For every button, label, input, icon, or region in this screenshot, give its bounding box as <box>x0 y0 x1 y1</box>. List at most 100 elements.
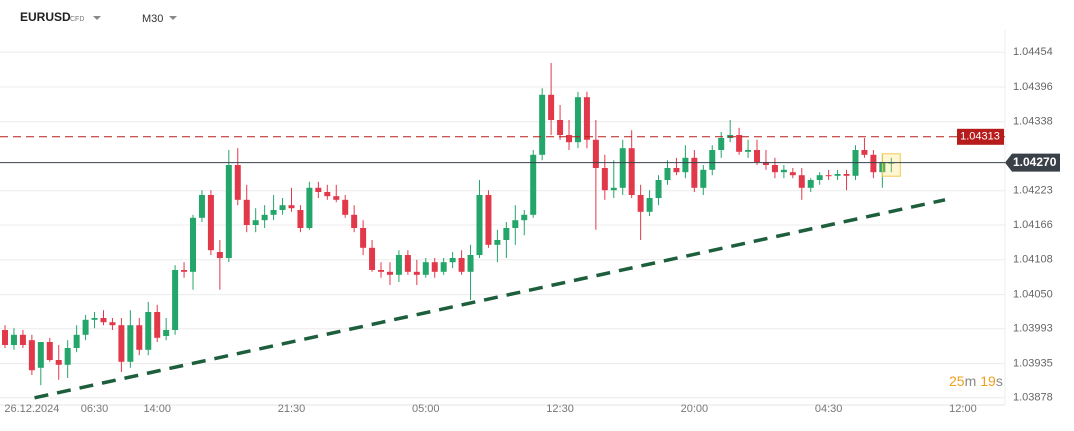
candle-body <box>861 150 868 155</box>
candle-body <box>369 247 376 270</box>
candle-body <box>601 168 608 191</box>
candle-body <box>172 270 179 330</box>
candle-body <box>592 139 599 168</box>
x-tick-label: 12:30 <box>546 403 574 415</box>
price-level-box <box>957 128 1004 145</box>
candle-body <box>637 195 644 212</box>
candle-body <box>243 199 250 225</box>
y-tick-label: 1.03935 <box>1013 358 1053 370</box>
x-tick-label: 26.12.2024 <box>4 403 59 415</box>
y-tick-label: 1.04396 <box>1013 81 1053 93</box>
y-tick-label: 1.04223 <box>1013 185 1053 197</box>
candle-body <box>207 195 214 251</box>
candle-body <box>37 342 44 368</box>
candle-body <box>82 319 89 335</box>
y-tick-label: 1.04454 <box>1013 46 1053 58</box>
candle-body <box>46 342 53 360</box>
candle-body <box>619 148 626 188</box>
candle-body <box>386 271 393 275</box>
countdown: 25m 19s <box>949 373 1003 389</box>
candle-body <box>574 97 581 143</box>
candle-body <box>700 169 707 188</box>
candle-body <box>154 312 161 338</box>
candle-body <box>145 312 152 350</box>
candle-body <box>19 334 26 345</box>
interval-dropdown[interactable] <box>169 16 177 20</box>
y-tick-label: 1.03993 <box>1013 323 1053 335</box>
candle-body <box>691 157 698 188</box>
candle-body <box>404 255 411 272</box>
candle-body <box>324 192 331 197</box>
candle-body <box>73 334 80 348</box>
symbol-dropdown[interactable] <box>93 16 101 20</box>
candle-body <box>413 271 420 275</box>
candle-body <box>422 262 429 275</box>
candle-body <box>216 252 223 258</box>
candle-body <box>673 168 680 173</box>
candle-body <box>870 154 877 173</box>
y-tick-label: 1.04338 <box>1013 116 1053 128</box>
candle-body <box>181 270 188 272</box>
candle-body <box>225 165 232 258</box>
candle-body <box>449 258 456 263</box>
candle-body <box>279 205 286 210</box>
candle-body <box>762 162 769 165</box>
candle-body <box>28 340 35 371</box>
x-tick-label: 20:00 <box>681 403 709 415</box>
overlays: 1.04313 1.04270 <box>0 128 1060 400</box>
candle-body <box>789 172 796 176</box>
candle-body <box>521 214 528 221</box>
candle-body <box>190 217 197 272</box>
candle-body <box>476 195 483 255</box>
candle-body <box>118 325 125 362</box>
candle-body <box>55 360 62 365</box>
y-tick-label: 1.03878 <box>1013 392 1053 404</box>
candle-body <box>109 322 116 326</box>
candle-body <box>754 150 761 162</box>
candle-body <box>395 255 402 275</box>
candle-body <box>816 175 823 180</box>
candle-body <box>664 168 671 180</box>
countdown-minutes-unit: m <box>965 373 977 389</box>
candle-body <box>682 157 689 173</box>
x-tick-label: 04:30 <box>815 403 843 415</box>
candle-body <box>736 135 743 152</box>
candle-body <box>64 348 71 365</box>
candle-body <box>780 169 787 173</box>
symbol[interactable]: EURUSD <box>20 10 71 24</box>
candle-body <box>333 196 340 200</box>
candle-body <box>557 120 564 135</box>
candle-body <box>297 210 304 228</box>
price-level-label: 1.04270 <box>1013 155 1057 169</box>
candle-body <box>530 154 537 215</box>
symbol-badge: CFD <box>70 16 84 23</box>
candle-body <box>10 334 17 345</box>
candle-body <box>100 318 107 323</box>
candle-body <box>360 228 367 248</box>
last-candle-highlight <box>881 153 901 177</box>
candle-body <box>539 94 546 155</box>
candle-body <box>342 199 349 215</box>
candle-body <box>2 330 9 345</box>
y-tick-label: 1.04108 <box>1013 254 1053 266</box>
interval[interactable]: M30 <box>142 13 163 25</box>
candle-body <box>745 150 752 152</box>
candle-body <box>709 150 716 170</box>
price-level-label: 1.04313 <box>960 131 1000 143</box>
candle-body <box>798 175 805 188</box>
y-tick-label: 1.04166 <box>1013 219 1053 231</box>
x-tick-label: 21:30 <box>278 403 306 415</box>
candle-body <box>198 195 205 218</box>
candle-body <box>288 205 295 209</box>
candle-body <box>843 174 850 176</box>
candle-body <box>306 187 313 228</box>
candle-body <box>315 187 322 192</box>
grid <box>0 51 1005 399</box>
candle-body <box>512 220 519 228</box>
x-tick-label: 12:00 <box>949 403 977 415</box>
candle-body <box>440 262 447 272</box>
trend-line <box>34 198 946 400</box>
x-tick-label: 14:00 <box>143 403 171 415</box>
